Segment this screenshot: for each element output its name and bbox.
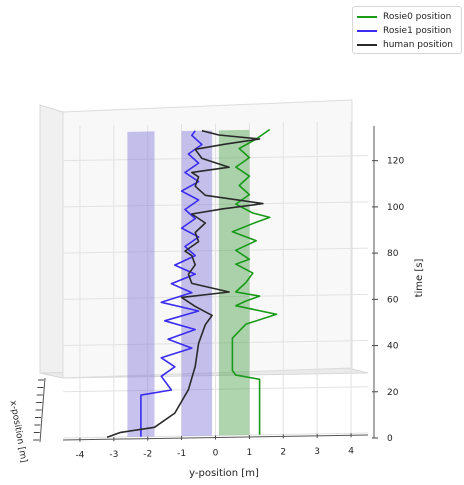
grid-line	[62, 155, 369, 162]
legend-item: human position	[357, 38, 457, 52]
time-axis-label: time [s]	[414, 259, 425, 298]
legend-item: Rosie0 position	[357, 10, 457, 24]
axis-panes	[39, 99, 369, 379]
y-tick-label: 4	[348, 446, 354, 456]
legend-label: human position	[383, 40, 453, 50]
series-line	[106, 129, 264, 439]
y-tick-label: -1	[177, 449, 186, 459]
y-position-ticks: -4 -3 -2 -1 0 1 2 3 4	[62, 433, 369, 461]
series-lines	[106, 128, 278, 439]
back-pane	[62, 99, 353, 379]
grid-line	[62, 247, 369, 254]
y-position-axis-label: y-position [m]	[189, 468, 259, 479]
legend-item: Rosie1 position	[357, 24, 457, 38]
grid-line	[62, 340, 369, 347]
series-line	[231, 128, 278, 435]
time-tick-label: 80	[387, 249, 399, 259]
y-tick-label: -2	[143, 450, 152, 460]
grid-line	[62, 293, 369, 300]
legend-label: Rosie1 position	[383, 26, 452, 36]
grid-line	[62, 201, 369, 208]
side-pane	[39, 104, 64, 379]
time-tick-label: 20	[387, 388, 399, 398]
y-tick-label: 0	[213, 449, 219, 459]
time-tick-label: 60	[387, 295, 399, 305]
time-tick-label: 40	[387, 342, 399, 352]
legend-label: Rosie0 position	[383, 12, 452, 22]
x-position-ticks	[33, 377, 46, 443]
series-line	[140, 130, 203, 437]
time-tick-label: 100	[387, 203, 404, 213]
time-tick-label: 120	[387, 157, 404, 167]
y-tick-label: -4	[75, 451, 84, 461]
time-tick-label: 0	[387, 434, 393, 444]
y-tick-label: 1	[247, 448, 253, 458]
y-axis-line	[62, 434, 369, 441]
time-ticks: 0 20 40 60 80 100 120	[372, 126, 404, 444]
grid-line	[62, 386, 369, 393]
y-tick-label: -3	[109, 450, 118, 460]
legend-swatch	[357, 44, 377, 46]
y-tick-label: 2	[280, 447, 286, 457]
shaded-region	[127, 131, 155, 437]
legend-swatch	[357, 30, 377, 32]
x-position-axis-label: x-position [m]	[8, 400, 29, 464]
legend: Rosie0 position Rosie1 position human po…	[352, 6, 462, 54]
x-axis-line	[39, 377, 46, 443]
y-tick-label: 3	[314, 447, 320, 457]
legend-swatch	[357, 16, 377, 18]
